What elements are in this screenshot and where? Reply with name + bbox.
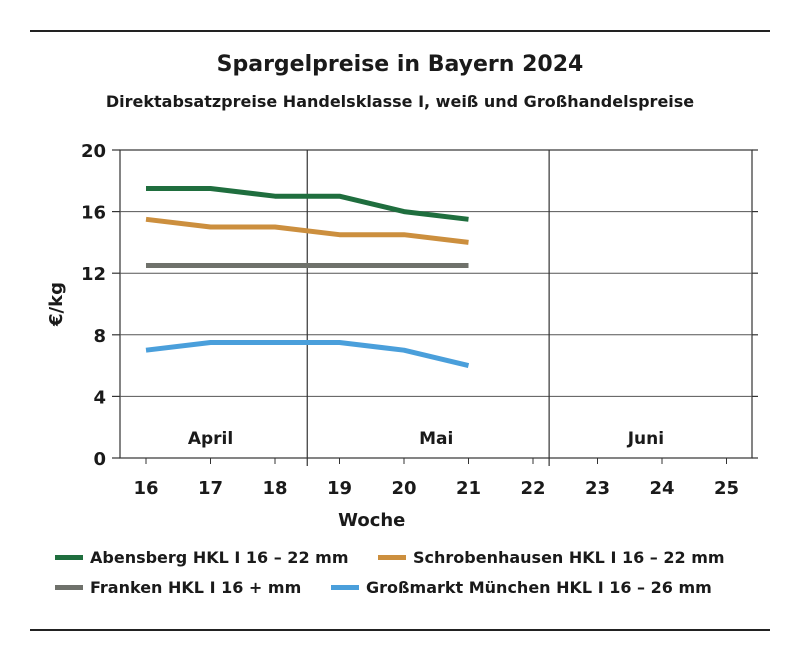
y-tick-label-12: 12 — [81, 264, 106, 285]
plot-frame — [119, 149, 753, 459]
chart-title: Spargelpreise in Bayern 2024 — [216, 52, 584, 77]
y-tick-label-4: 4 — [93, 387, 106, 408]
legend-label-abensberg: Abensberg HKL I 16 – 22 mm — [90, 548, 349, 567]
chart-subtitle: Direktabsatzpreise Handelsklasse I, weiß… — [105, 92, 695, 111]
x-axis-label: Woche — [338, 510, 405, 531]
y-tick-label-0: 0 — [93, 449, 106, 470]
legend-item-abensberg: Abensberg HKL I 16 – 22 mm — [55, 548, 348, 567]
x-tick-label-20: 20 — [391, 478, 416, 499]
y-tick-label-20: 20 — [81, 141, 106, 162]
legend-label-grossmarkt: Großmarkt München HKL I 16 – 26 mm — [366, 578, 712, 597]
bottom-rule — [30, 629, 770, 631]
top-rule — [30, 30, 770, 32]
month-label-juni: Juni — [627, 429, 664, 449]
legend-swatch-abensberg — [55, 555, 83, 560]
y-axis-label: €/kg — [46, 282, 67, 327]
legend-row-1: Abensberg HKL I 16 – 22 mm Schrobenhause… — [0, 548, 800, 570]
month-label-mai: Mai — [419, 429, 453, 449]
legend-label-schrobenhausen: Schrobenhausen HKL I 16 – 22 mm — [413, 548, 725, 567]
y-tick-label-8: 8 — [93, 326, 106, 347]
legend-item-schrobenhausen: Schrobenhausen HKL I 16 – 22 mm — [378, 548, 725, 567]
x-tick-label-23: 23 — [585, 478, 610, 499]
series-line-abensberg — [146, 186, 469, 222]
x-tick-label-22: 22 — [520, 478, 545, 499]
legend-swatch-franken — [55, 585, 83, 590]
line-chart: 0 4 8 12 16 20 16 17 18 19 20 21 22 23 24 25 April Mai Jun… — [46, 141, 758, 531]
month-label-april: April — [188, 429, 233, 449]
y-tick-label-16: 16 — [81, 203, 106, 224]
series-line-grossmarkt — [145, 340, 470, 369]
x-tick-label-17: 17 — [198, 478, 223, 499]
x-tick-label-24: 24 — [649, 478, 674, 499]
legend-label-franken: Franken HKL I 16 + mm — [90, 578, 302, 597]
legend-swatch-grossmarkt — [331, 585, 359, 590]
x-tick-label-16: 16 — [133, 478, 158, 499]
x-tick-label-19: 19 — [327, 478, 352, 499]
legend-row-2: Franken HKL I 16 + mm Großmarkt München … — [0, 578, 800, 600]
x-tick-label-21: 21 — [456, 478, 481, 499]
legend-swatch-schrobenhausen — [378, 555, 406, 560]
series-line-schrobenhausen — [145, 216, 469, 245]
legend-item-franken: Franken HKL I 16 + mm — [55, 578, 301, 597]
legend-item-grossmarkt: Großmarkt München HKL I 16 – 26 mm — [331, 578, 712, 597]
x-tick-label-18: 18 — [262, 478, 287, 499]
x-tick-label-25: 25 — [714, 478, 739, 499]
